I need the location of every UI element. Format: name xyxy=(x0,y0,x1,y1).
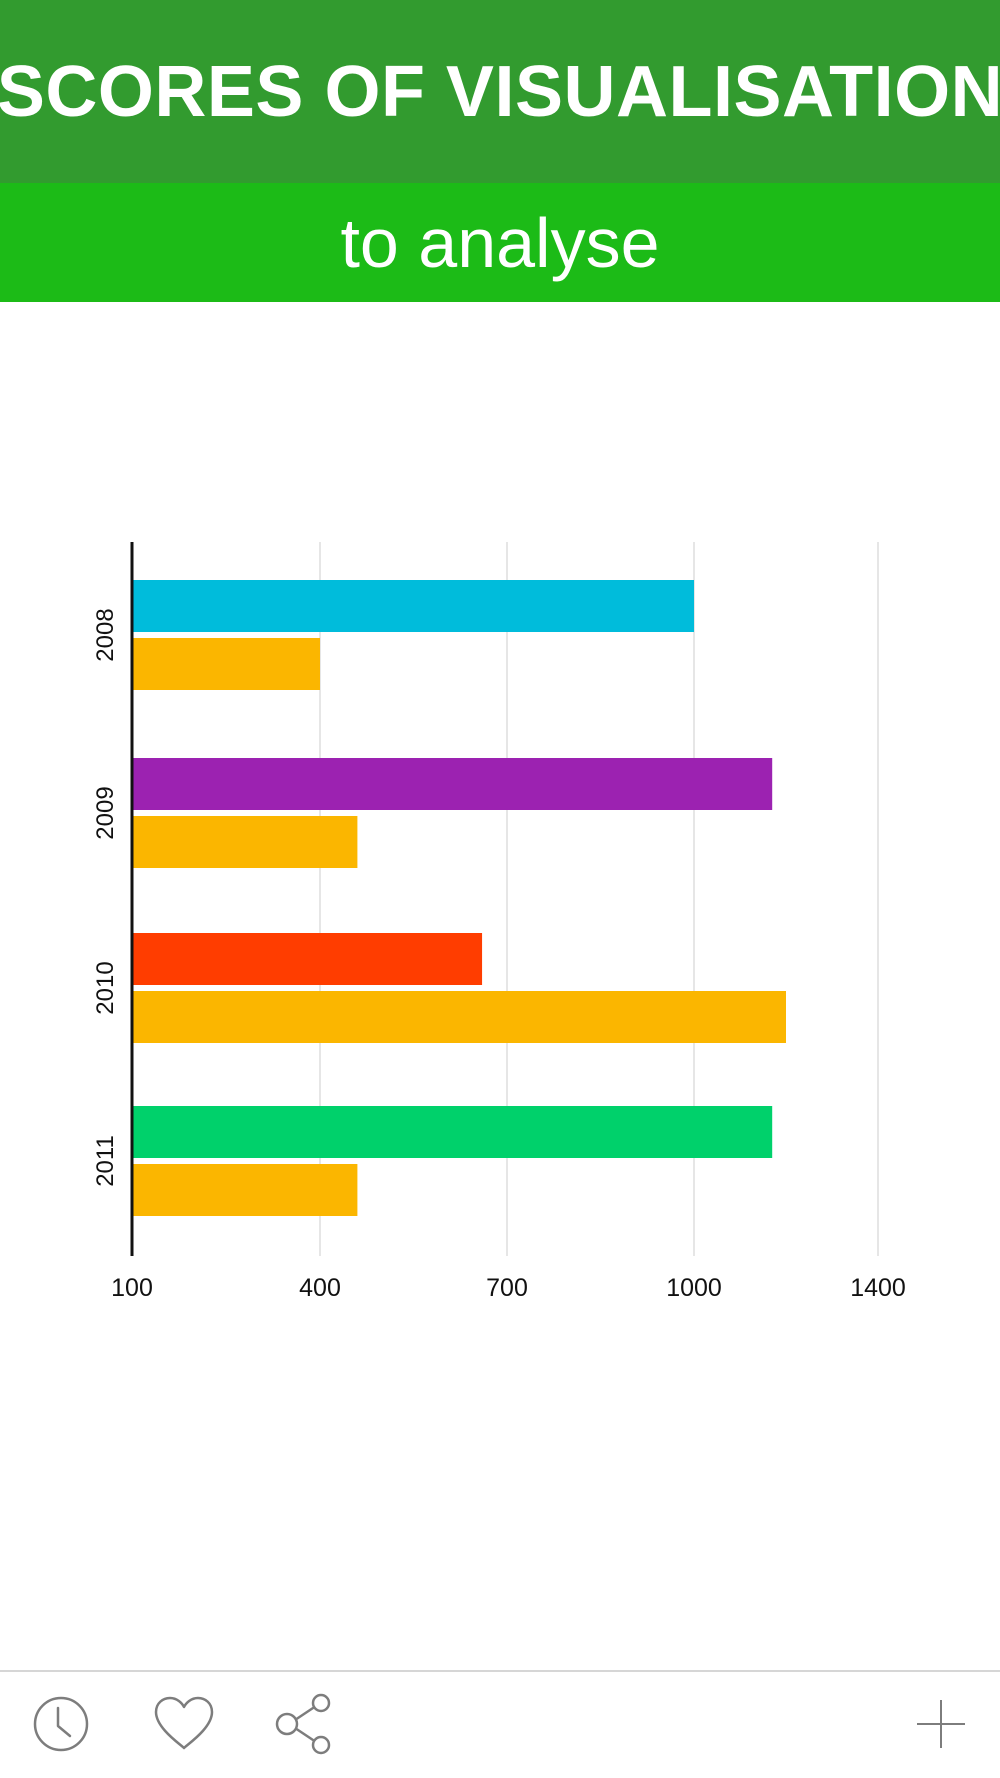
bar-secondary-2011 xyxy=(133,1164,358,1216)
x-tick-label: 1400 xyxy=(850,1274,906,1302)
clock-icon xyxy=(33,1696,89,1752)
bar-secondary-2009 xyxy=(133,816,358,868)
page-title: SCORES OF VISUALISATION xyxy=(0,51,1000,132)
y-tick-label: 2011 xyxy=(92,1135,119,1187)
bar-primary-2009 xyxy=(133,758,773,810)
y-tick-labels: 2008 2009 2010 2011 xyxy=(92,608,119,1187)
x-tick-label: 400 xyxy=(299,1274,341,1302)
x-tick-label: 100 xyxy=(111,1274,153,1302)
bottom-toolbar xyxy=(0,1670,1000,1778)
heart-icon xyxy=(154,1696,214,1750)
page-subtitle: to analyse xyxy=(340,203,660,282)
bar-primary-2010 xyxy=(133,933,483,985)
bar-primary-2008 xyxy=(133,580,694,632)
add-button[interactable] xyxy=(907,1690,975,1758)
bar-secondary-2010 xyxy=(133,991,786,1043)
x-tick-labels: 100 400 700 1000 1400 xyxy=(111,1274,906,1302)
y-tick-label: 2009 xyxy=(92,786,119,839)
plus-icon xyxy=(917,1700,965,1748)
bar-primary-2011 xyxy=(133,1106,773,1158)
bar-chart-container: 100 400 700 1000 1400 2008 2009 2010 2011 xyxy=(0,530,1000,1330)
bar-chart: 100 400 700 1000 1400 2008 2009 2010 2011 xyxy=(92,542,906,1302)
bars xyxy=(133,580,786,1216)
x-tick-label: 1000 xyxy=(666,1274,722,1302)
share-icon xyxy=(275,1693,331,1755)
x-tick-label: 700 xyxy=(486,1274,528,1302)
title-banner: SCORES OF VISUALISATION xyxy=(0,0,1000,183)
favorite-button[interactable] xyxy=(150,1690,218,1758)
history-button[interactable] xyxy=(27,1690,95,1758)
y-tick-label: 2008 xyxy=(92,608,119,661)
y-tick-label: 2010 xyxy=(92,961,119,1014)
bar-secondary-2008 xyxy=(133,638,320,690)
share-button[interactable] xyxy=(271,1690,339,1758)
subtitle-banner: to analyse xyxy=(0,183,1000,302)
